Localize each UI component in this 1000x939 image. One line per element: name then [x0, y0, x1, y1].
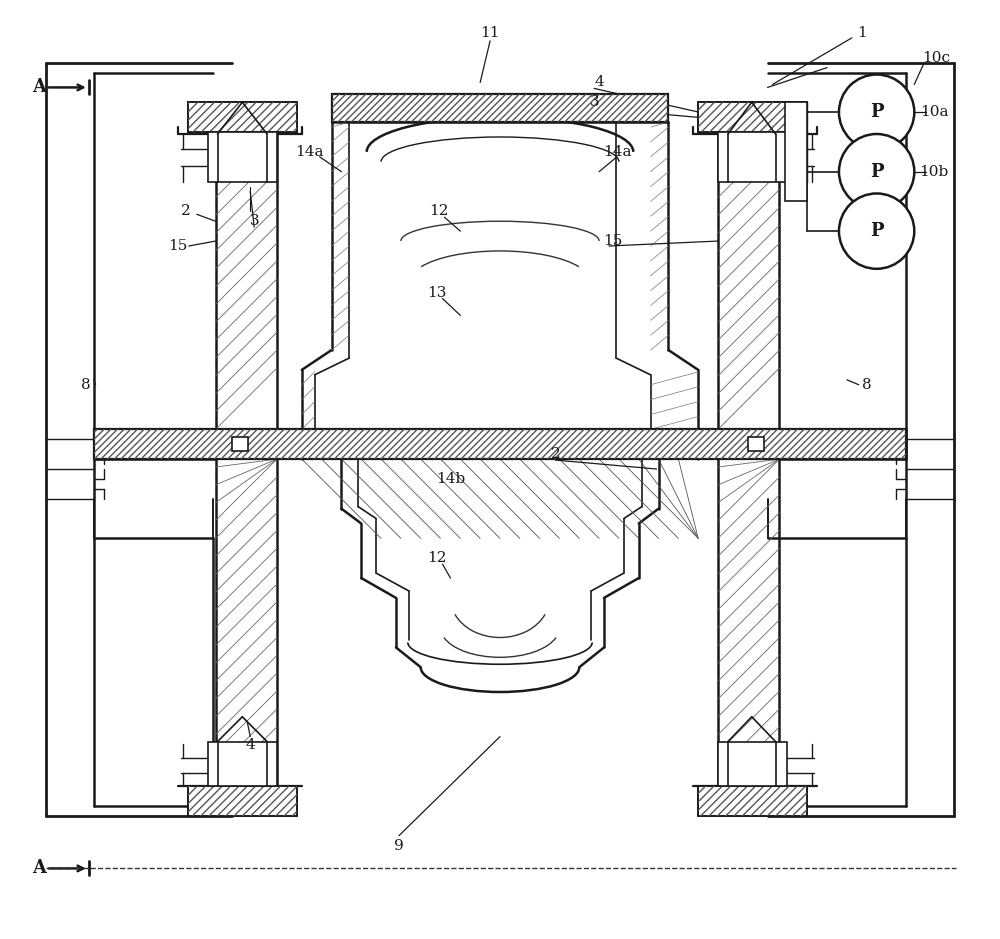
Bar — [748, 438, 764, 451]
Text: 4: 4 — [245, 737, 255, 751]
Text: 8: 8 — [81, 377, 91, 392]
Text: 13: 13 — [427, 285, 446, 300]
Text: 3: 3 — [249, 214, 259, 228]
Bar — [698, 102, 807, 132]
Text: 15: 15 — [603, 234, 623, 248]
Text: 14b: 14b — [436, 472, 465, 485]
Text: 10b: 10b — [919, 164, 949, 178]
Circle shape — [839, 74, 914, 150]
Text: 10c: 10c — [922, 51, 950, 65]
Bar — [718, 742, 787, 786]
Bar — [698, 786, 807, 816]
Bar — [698, 102, 807, 132]
Text: A: A — [32, 79, 46, 97]
Circle shape — [839, 193, 914, 269]
Text: 1: 1 — [857, 26, 867, 40]
Bar — [718, 132, 787, 181]
Text: 2: 2 — [551, 447, 560, 461]
Text: 12: 12 — [429, 205, 448, 218]
Bar — [208, 132, 277, 181]
Bar — [188, 786, 297, 816]
Text: 12: 12 — [427, 551, 446, 565]
Text: 4: 4 — [594, 75, 604, 89]
Bar — [188, 102, 297, 132]
Circle shape — [839, 134, 914, 209]
Bar — [94, 429, 906, 459]
Text: 10a: 10a — [920, 105, 948, 119]
Text: 9: 9 — [394, 839, 404, 853]
Bar — [188, 102, 297, 132]
Bar — [188, 786, 297, 816]
Bar — [332, 94, 668, 122]
Text: 14a: 14a — [603, 145, 631, 159]
Text: 8: 8 — [862, 377, 872, 392]
Bar — [785, 102, 807, 201]
Text: P: P — [870, 223, 883, 240]
Bar — [94, 429, 906, 459]
Bar — [332, 94, 668, 122]
Text: A: A — [32, 859, 46, 877]
Bar — [208, 742, 277, 786]
Text: 2: 2 — [181, 205, 191, 218]
Text: P: P — [870, 103, 883, 121]
Bar — [232, 438, 248, 451]
Bar — [698, 786, 807, 816]
Text: 15: 15 — [168, 239, 188, 253]
Text: 11: 11 — [480, 26, 500, 40]
Text: 14a: 14a — [295, 145, 324, 159]
Text: P: P — [870, 162, 883, 180]
Text: 3: 3 — [590, 95, 600, 109]
